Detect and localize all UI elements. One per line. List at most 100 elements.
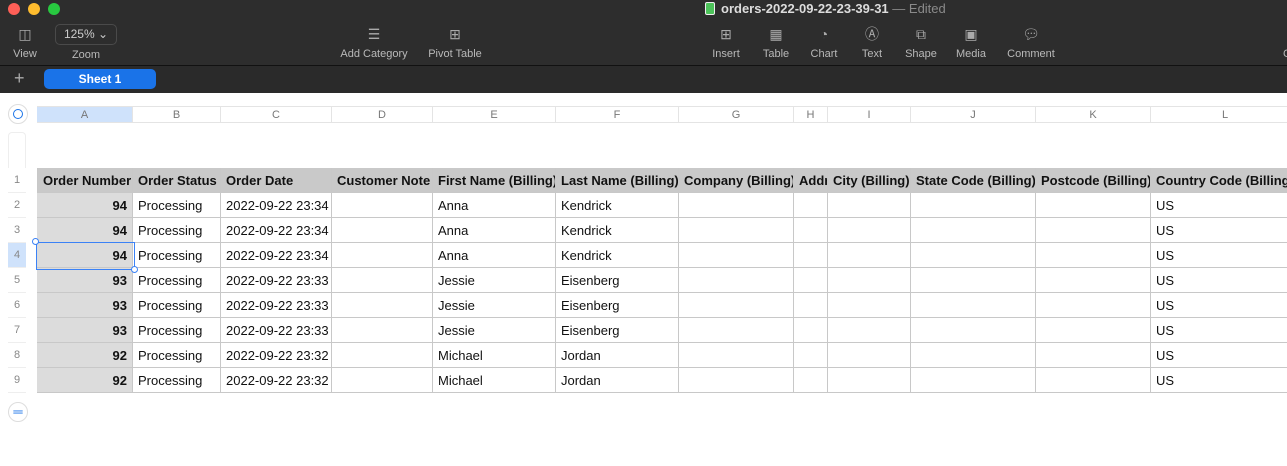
- header-cell[interactable]: Order Status: [133, 168, 221, 193]
- text-button[interactable]: Ⓐ Text: [862, 24, 882, 60]
- table-cell[interactable]: [679, 193, 794, 218]
- header-cell[interactable]: Order Number: [37, 168, 133, 193]
- table-cell[interactable]: Processing: [133, 318, 221, 343]
- table-cell[interactable]: Anna: [433, 218, 556, 243]
- table-cell[interactable]: Kendrick: [556, 243, 679, 268]
- table-cell[interactable]: Processing: [133, 293, 221, 318]
- table-cell[interactable]: Processing: [133, 243, 221, 268]
- table-cell[interactable]: [679, 343, 794, 368]
- table-cell[interactable]: Jessie: [433, 293, 556, 318]
- row-header-7[interactable]: 7: [8, 318, 26, 343]
- table-cell[interactable]: US: [1151, 193, 1287, 218]
- table-cell[interactable]: [911, 243, 1036, 268]
- header-cell[interactable]: First Name (Billing): [433, 168, 556, 193]
- header-cell[interactable]: Order Date: [221, 168, 332, 193]
- table-cell[interactable]: [679, 368, 794, 393]
- table-cell[interactable]: [794, 243, 828, 268]
- table-button[interactable]: ▦ Table: [763, 24, 789, 60]
- table-cell[interactable]: [828, 368, 911, 393]
- media-button[interactable]: ▣ Media: [956, 24, 986, 60]
- table-cell[interactable]: 2022-09-22 23:33: [221, 293, 332, 318]
- table-cell[interactable]: [1036, 193, 1151, 218]
- table-cell[interactable]: [1036, 343, 1151, 368]
- table-cell[interactable]: Eisenberg: [556, 293, 679, 318]
- table-cell[interactable]: 93: [37, 268, 133, 293]
- table-cell[interactable]: [679, 293, 794, 318]
- table-cell[interactable]: Jordan: [556, 343, 679, 368]
- table-cell[interactable]: Michael: [433, 343, 556, 368]
- table-cell[interactable]: 2022-09-22 23:32: [221, 343, 332, 368]
- row-header-5[interactable]: 5: [8, 268, 26, 293]
- table-cell[interactable]: US: [1151, 293, 1287, 318]
- table-cell[interactable]: [911, 343, 1036, 368]
- table-cell[interactable]: 94: [37, 243, 133, 268]
- table-cell[interactable]: [332, 193, 433, 218]
- table-cell[interactable]: Anna: [433, 243, 556, 268]
- column-header-j[interactable]: J: [911, 106, 1036, 123]
- table-cell[interactable]: [828, 318, 911, 343]
- table-cell[interactable]: Processing: [133, 368, 221, 393]
- zoom-window-button[interactable]: [48, 3, 60, 15]
- table-cell[interactable]: US: [1151, 318, 1287, 343]
- table-cell[interactable]: [1036, 243, 1151, 268]
- table-cell[interactable]: 2022-09-22 23:33: [221, 268, 332, 293]
- table-cell[interactable]: [794, 343, 828, 368]
- table-cell[interactable]: Kendrick: [556, 218, 679, 243]
- table-cell[interactable]: Jessie: [433, 318, 556, 343]
- table-cell[interactable]: 2022-09-22 23:32: [221, 368, 332, 393]
- header-cell[interactable]: State Code (Billing): [911, 168, 1036, 193]
- table-cell[interactable]: 93: [37, 318, 133, 343]
- table-cell[interactable]: 92: [37, 368, 133, 393]
- table-cell[interactable]: Anna: [433, 193, 556, 218]
- insert-button[interactable]: ⊞ Insert: [712, 24, 740, 60]
- table-cell[interactable]: [828, 218, 911, 243]
- column-header-d[interactable]: D: [332, 106, 433, 123]
- table-cell[interactable]: [828, 243, 911, 268]
- table-cell[interactable]: Processing: [133, 218, 221, 243]
- table-cell[interactable]: 92: [37, 343, 133, 368]
- table-cell[interactable]: Eisenberg: [556, 318, 679, 343]
- header-cell[interactable]: Address: [794, 168, 828, 193]
- table-cell[interactable]: [794, 318, 828, 343]
- row-header-3[interactable]: 3: [8, 218, 26, 243]
- header-cell[interactable]: Last Name (Billing): [556, 168, 679, 193]
- table-cell[interactable]: [332, 368, 433, 393]
- table-cell[interactable]: US: [1151, 343, 1287, 368]
- table-cell[interactable]: [1036, 218, 1151, 243]
- minimize-button[interactable]: [28, 3, 40, 15]
- table-cell[interactable]: [911, 218, 1036, 243]
- table-cell[interactable]: [1036, 368, 1151, 393]
- table-cell[interactable]: [828, 293, 911, 318]
- table-cell[interactable]: [1036, 268, 1151, 293]
- view-button[interactable]: ◫ View: [13, 24, 37, 60]
- table-cell[interactable]: Jessie: [433, 268, 556, 293]
- table-cell[interactable]: 94: [37, 218, 133, 243]
- table-cell[interactable]: Kendrick: [556, 193, 679, 218]
- table-cell[interactable]: [679, 218, 794, 243]
- table-cell[interactable]: [679, 318, 794, 343]
- table-cell[interactable]: [828, 343, 911, 368]
- row-header-9[interactable]: 9: [8, 368, 26, 393]
- close-button[interactable]: [8, 3, 20, 15]
- table-cell[interactable]: Jordan: [556, 368, 679, 393]
- table-cell[interactable]: Processing: [133, 193, 221, 218]
- selection-handle-bottom-right[interactable]: [131, 266, 138, 273]
- add-sheet-button[interactable]: +: [14, 68, 25, 88]
- row-header-2[interactable]: 2: [8, 193, 26, 218]
- table-cell[interactable]: [332, 268, 433, 293]
- table-cell[interactable]: [911, 193, 1036, 218]
- table-cell[interactable]: [911, 293, 1036, 318]
- header-cell[interactable]: Company (Billing): [679, 168, 794, 193]
- column-header-i[interactable]: I: [828, 106, 911, 123]
- pivot-table-button[interactable]: ⊞ Pivot Table: [428, 24, 482, 60]
- row-header-8[interactable]: 8: [8, 343, 26, 368]
- sheet-tab-sheet-1[interactable]: Sheet 1: [44, 69, 156, 89]
- table-cell[interactable]: [794, 218, 828, 243]
- table-cell[interactable]: [1036, 318, 1151, 343]
- table-cell[interactable]: US: [1151, 218, 1287, 243]
- table-cell[interactable]: [828, 193, 911, 218]
- selection-handle-top-left[interactable]: [32, 238, 39, 245]
- table-cell[interactable]: [828, 268, 911, 293]
- table-cell[interactable]: Eisenberg: [556, 268, 679, 293]
- table-cell[interactable]: [911, 368, 1036, 393]
